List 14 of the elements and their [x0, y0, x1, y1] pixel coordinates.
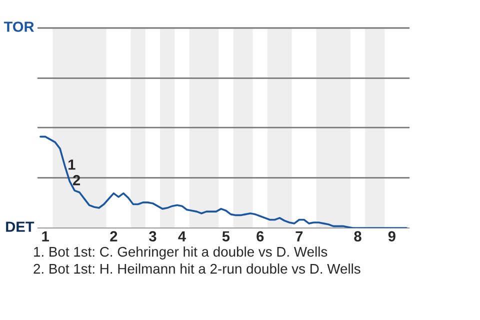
- text: 1. Bot 1st: C. Gehringer hit a double vs D. Wells: [34, 246, 328, 260]
- text: DET: [6, 222, 34, 232]
- annotation: 1: [68, 160, 76, 170]
- x-tick-label: 5: [222, 231, 230, 242]
- x-tick-label: 1: [42, 231, 49, 242]
- x-tick-label: 6: [256, 231, 264, 242]
- x-tick-label: 8: [354, 231, 362, 242]
- x-tick-label: 9: [388, 231, 396, 242]
- text: TOR: [4, 22, 34, 32]
- x-tick-label: 4: [178, 231, 186, 242]
- x-tick-label: 2: [110, 231, 118, 242]
- x-tick-label: 7: [296, 231, 303, 242]
- text: 2. Bot 1st: H. Heilmann hit a 2-run double vs D. Wells: [34, 264, 360, 274]
- x-tick-label: 3: [148, 231, 156, 242]
